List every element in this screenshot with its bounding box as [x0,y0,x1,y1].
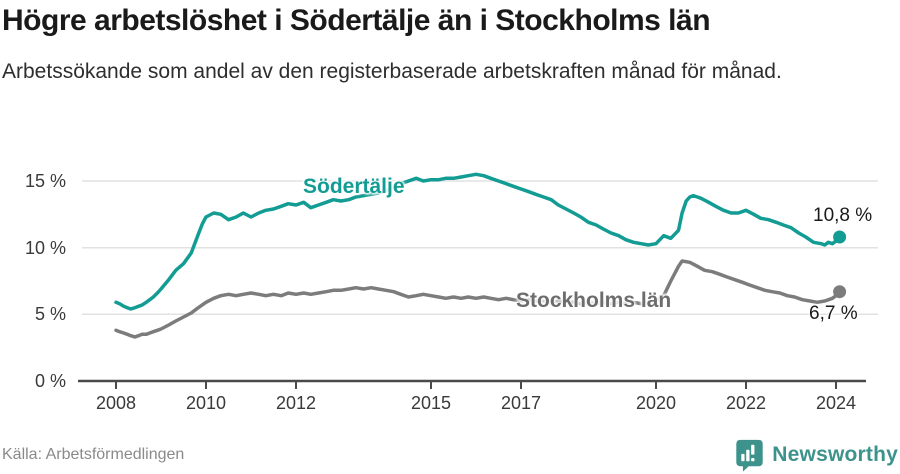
x-axis-tick-label: 2022 [725,393,767,413]
y-axis-tick-label: 5 % [34,304,66,325]
series-line-sodertalje [114,172,842,311]
page-title: Högre arbetslöshet i Södertälje än i Sto… [2,4,711,37]
x-axis-tick-label: 2010 [185,393,227,413]
y-axis-tick-label: 0 % [34,371,66,391]
end-dot-sodertalje [833,230,847,244]
newsworthy-pin-barchart-icon [736,439,763,472]
newsworthy-logo[interactable]: Newsworthy [735,437,898,473]
y-axis-tick-label: 15 % [24,171,66,191]
x-axis-tick-label: 2008 [95,393,137,413]
x-axis-tick-label: 2012 [275,393,317,413]
y-axis-tick-label: 10 % [24,237,66,258]
page-subtitle: Arbetssökande som andel av den registerb… [2,60,782,83]
end-dot-stockholms-lan [833,285,847,299]
x-axis-tick-label: 2020 [635,393,677,413]
x-axis-tick-label: 2015 [410,393,452,413]
newsworthy-brand-text: Newsworthy [772,443,898,466]
series-line-stockholms-lan [114,259,842,339]
series-label-sodertalje: Södertälje [303,175,405,198]
series-label-stockholms-lan: Stockholms län [516,289,672,312]
end-value-label-sodertalje: 10,8 % [813,205,873,226]
chart-canvas [78,172,878,389]
end-value-label-stockholms-lan: 6,7 % [809,303,858,324]
x-axis-tick-label: 2024 [815,393,857,413]
x-axis-tick-label: 2017 [500,393,542,413]
source-note: Källa: Arbetsförmedlingen [2,446,185,463]
